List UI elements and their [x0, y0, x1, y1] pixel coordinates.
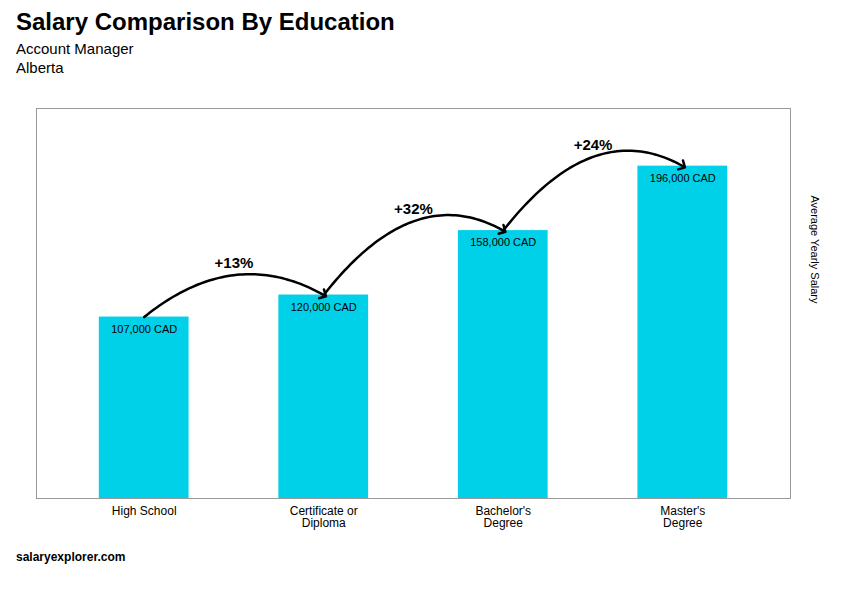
html-text:salaryexplorer.com: salaryexplorer.com: [16, 550, 126, 564]
svg-text:Master'sDegree: Master'sDegree: [660, 504, 705, 530]
svg-text:Certificate orDiploma: Certificate orDiploma: [290, 504, 358, 530]
html-text:Account Manager: Account Manager: [16, 40, 134, 57]
svg-text:Average Yearly Salary: Average Yearly Salary: [809, 195, 821, 304]
svg-text:+32%: +32%: [394, 200, 433, 217]
svg-text:+13%: +13%: [215, 254, 254, 271]
html-text:Salary Comparison By Education: Salary Comparison By Education: [16, 8, 395, 35]
svg-text:120,000 CAD: 120,000 CAD: [291, 301, 357, 313]
svg-text:158,000 CAD: 158,000 CAD: [470, 236, 536, 248]
svg-text:196,000 CAD: 196,000 CAD: [650, 172, 716, 184]
svg-text:+24%: +24%: [574, 136, 613, 153]
html-text:Alberta: Alberta: [16, 59, 64, 76]
svg-text:High School: High School: [112, 504, 177, 518]
svg-text:Bachelor'sDegree: Bachelor'sDegree: [475, 504, 531, 530]
svg-text:107,000 CAD: 107,000 CAD: [111, 323, 177, 335]
